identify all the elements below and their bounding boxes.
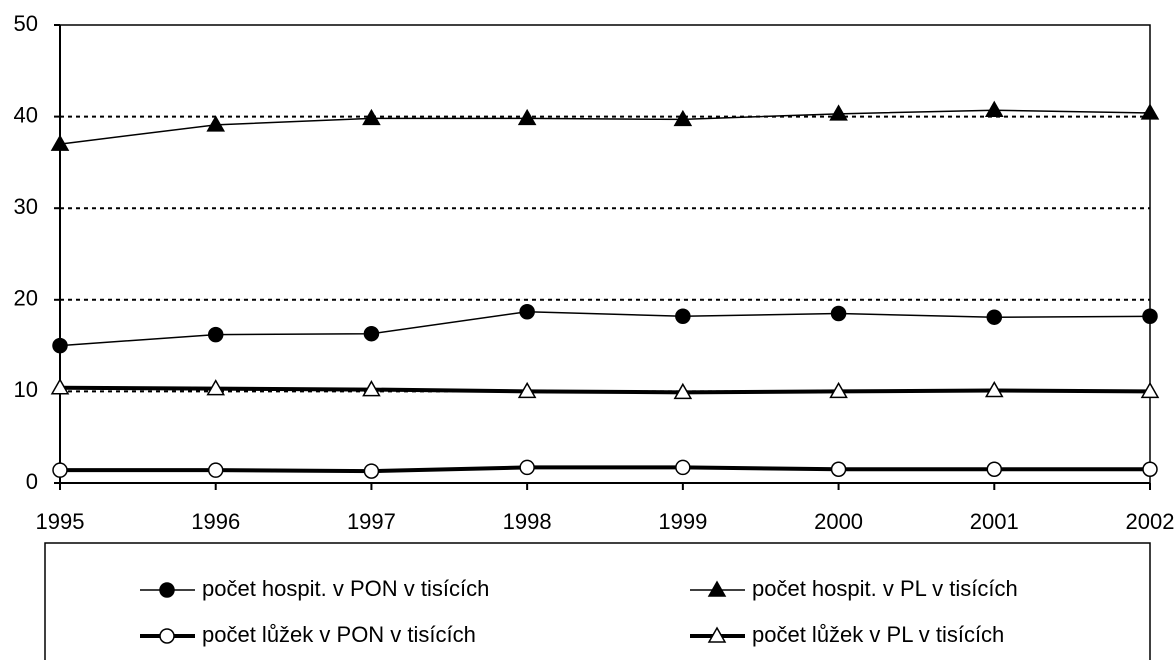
point [1140,103,1160,120]
point [673,109,693,127]
point [1142,308,1158,325]
point [206,115,226,132]
point [207,462,224,478]
x-tick-label: 1998 [503,509,552,534]
point [206,379,226,396]
point [517,381,537,399]
point [984,380,1004,398]
point [675,459,691,476]
point [363,325,380,342]
series-line [59,385,1151,395]
point [986,461,1003,478]
legend-marker [159,582,175,598]
point [829,104,848,121]
legend-label: počet lůžek v PON v tisících [202,622,476,647]
legend [44,542,1151,660]
x-tick-label: 1997 [347,509,396,534]
y-tick-label: 10 [14,377,38,402]
point [362,108,381,126]
x-tick-label: 1996 [191,509,240,534]
y-tick-label: 20 [14,286,38,311]
point [52,337,68,354]
legend-label: počet hospit. v PL v tisících [752,576,1018,601]
y-tick-label: 50 [14,11,38,36]
legend-marker [707,626,727,643]
point [673,382,693,400]
point [363,463,380,479]
legend-label: počet lůžek v PL v tisících [752,622,1004,647]
point [517,108,537,126]
series-line [59,109,1151,145]
y-tick-label: 30 [14,194,38,219]
point [830,461,847,478]
point [675,308,691,325]
series-line [59,310,1151,347]
point [207,326,224,343]
point [1142,461,1158,478]
y-tick-label: 0 [26,469,38,494]
x-tick-label: 2002 [1126,509,1175,534]
point [362,380,381,397]
point [829,381,848,399]
point [984,100,1004,117]
x-tick-label: 1995 [36,509,85,534]
legend-marker [707,580,727,597]
point [52,462,68,478]
series-line [60,465,1150,474]
y-tick-label: 40 [14,102,38,127]
legend-marker [159,628,175,644]
point [519,303,535,320]
point [50,134,70,151]
point [50,378,70,395]
x-tick-label: 1999 [658,509,707,534]
point [830,305,847,322]
x-tick-label: 2001 [970,509,1019,534]
x-tick-label: 2000 [814,509,863,534]
legend-label: počet hospit. v PON v tisících [202,576,489,601]
point [519,459,535,476]
point [986,309,1003,325]
point [1140,381,1160,399]
